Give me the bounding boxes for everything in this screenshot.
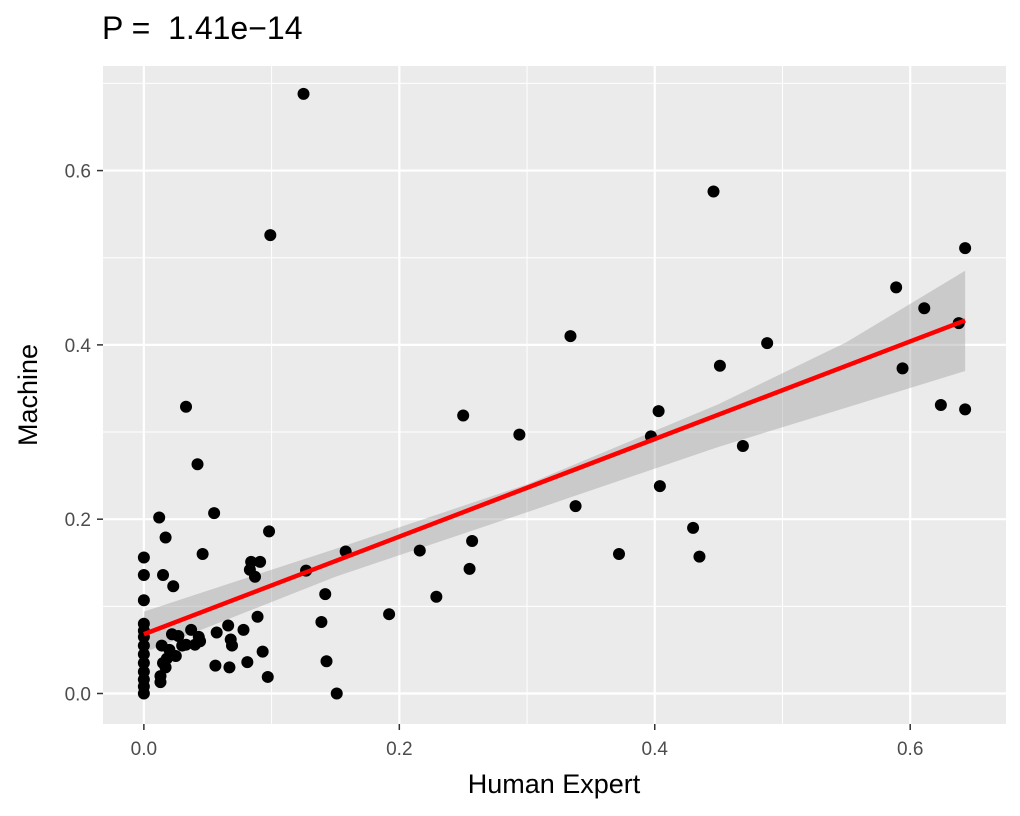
data-point <box>569 500 582 513</box>
data-point <box>430 590 443 603</box>
y-tick-label: 0.4 <box>65 336 92 357</box>
data-point <box>137 551 150 564</box>
data-point <box>241 656 254 669</box>
data-point <box>180 638 193 651</box>
data-point <box>383 608 396 621</box>
data-point <box>137 639 150 652</box>
y-axis-ticks: 0.0 0.2 0.4 0.6 <box>65 162 103 705</box>
data-point <box>613 548 625 561</box>
data-point <box>154 676 167 689</box>
data-point <box>413 544 426 557</box>
data-point <box>155 639 168 652</box>
data-point <box>222 619 235 632</box>
y-tick-label: 0.6 <box>65 162 91 183</box>
data-point <box>315 616 328 629</box>
data-point <box>223 661 236 674</box>
data-point <box>208 507 221 520</box>
x-tick-label: 0.2 <box>386 739 412 760</box>
data-point <box>713 359 726 372</box>
data-point <box>896 362 909 375</box>
data-point <box>254 555 267 568</box>
data-point <box>137 568 150 581</box>
data-point <box>169 650 182 663</box>
data-point <box>137 594 150 607</box>
data-point <box>959 242 972 255</box>
x-tick-label: 0.0 <box>131 739 157 760</box>
data-point <box>761 337 774 350</box>
data-point <box>263 525 276 538</box>
data-point <box>137 648 150 661</box>
x-tick-label: 0.4 <box>642 739 669 760</box>
data-point <box>707 185 720 198</box>
data-point <box>210 626 223 639</box>
data-point <box>180 400 193 413</box>
data-point <box>466 534 479 547</box>
x-axis-title: Human Expert <box>468 769 641 799</box>
data-point <box>564 330 577 343</box>
x-tick-label: 0.6 <box>897 739 923 760</box>
data-point <box>153 511 166 524</box>
data-point <box>463 562 476 575</box>
data-point <box>237 623 250 636</box>
y-axis-title: Machine <box>13 344 43 446</box>
data-point <box>297 87 310 100</box>
data-point <box>191 458 204 471</box>
x-axis-ticks: 0.0 0.2 0.4 0.6 <box>131 724 923 760</box>
data-point <box>209 659 222 672</box>
data-point <box>251 610 264 623</box>
data-point <box>248 570 261 583</box>
data-point <box>687 521 700 534</box>
data-points <box>137 87 972 700</box>
data-point <box>196 548 209 561</box>
data-point <box>157 568 170 581</box>
data-point <box>256 645 269 658</box>
data-point <box>653 480 666 493</box>
data-point <box>457 409 470 422</box>
data-point <box>137 656 150 669</box>
data-point <box>959 403 972 416</box>
data-point <box>167 580 180 593</box>
regression-line <box>143 318 966 637</box>
data-point <box>918 302 931 315</box>
data-point <box>330 687 343 700</box>
major-gridlines <box>103 66 1006 724</box>
data-point <box>261 670 274 683</box>
data-point <box>194 635 207 648</box>
y-tick-label: 0.2 <box>65 510 91 531</box>
data-point <box>652 405 665 418</box>
y-tick-label: 0.0 <box>65 684 91 705</box>
data-point <box>172 629 185 642</box>
chart-title: P = 1.41e−14 <box>102 10 303 46</box>
data-point <box>245 555 258 568</box>
data-point <box>890 281 903 294</box>
data-point <box>159 531 172 544</box>
data-point <box>185 623 198 636</box>
data-point <box>226 639 238 652</box>
data-point <box>137 665 150 678</box>
minor-gridlines <box>103 66 1006 724</box>
data-point <box>319 588 332 601</box>
data-point <box>934 399 947 412</box>
data-point <box>736 439 749 452</box>
data-point <box>264 229 277 242</box>
data-point <box>693 550 706 563</box>
data-point <box>320 655 333 668</box>
data-point <box>513 428 526 441</box>
data-point <box>137 617 150 630</box>
